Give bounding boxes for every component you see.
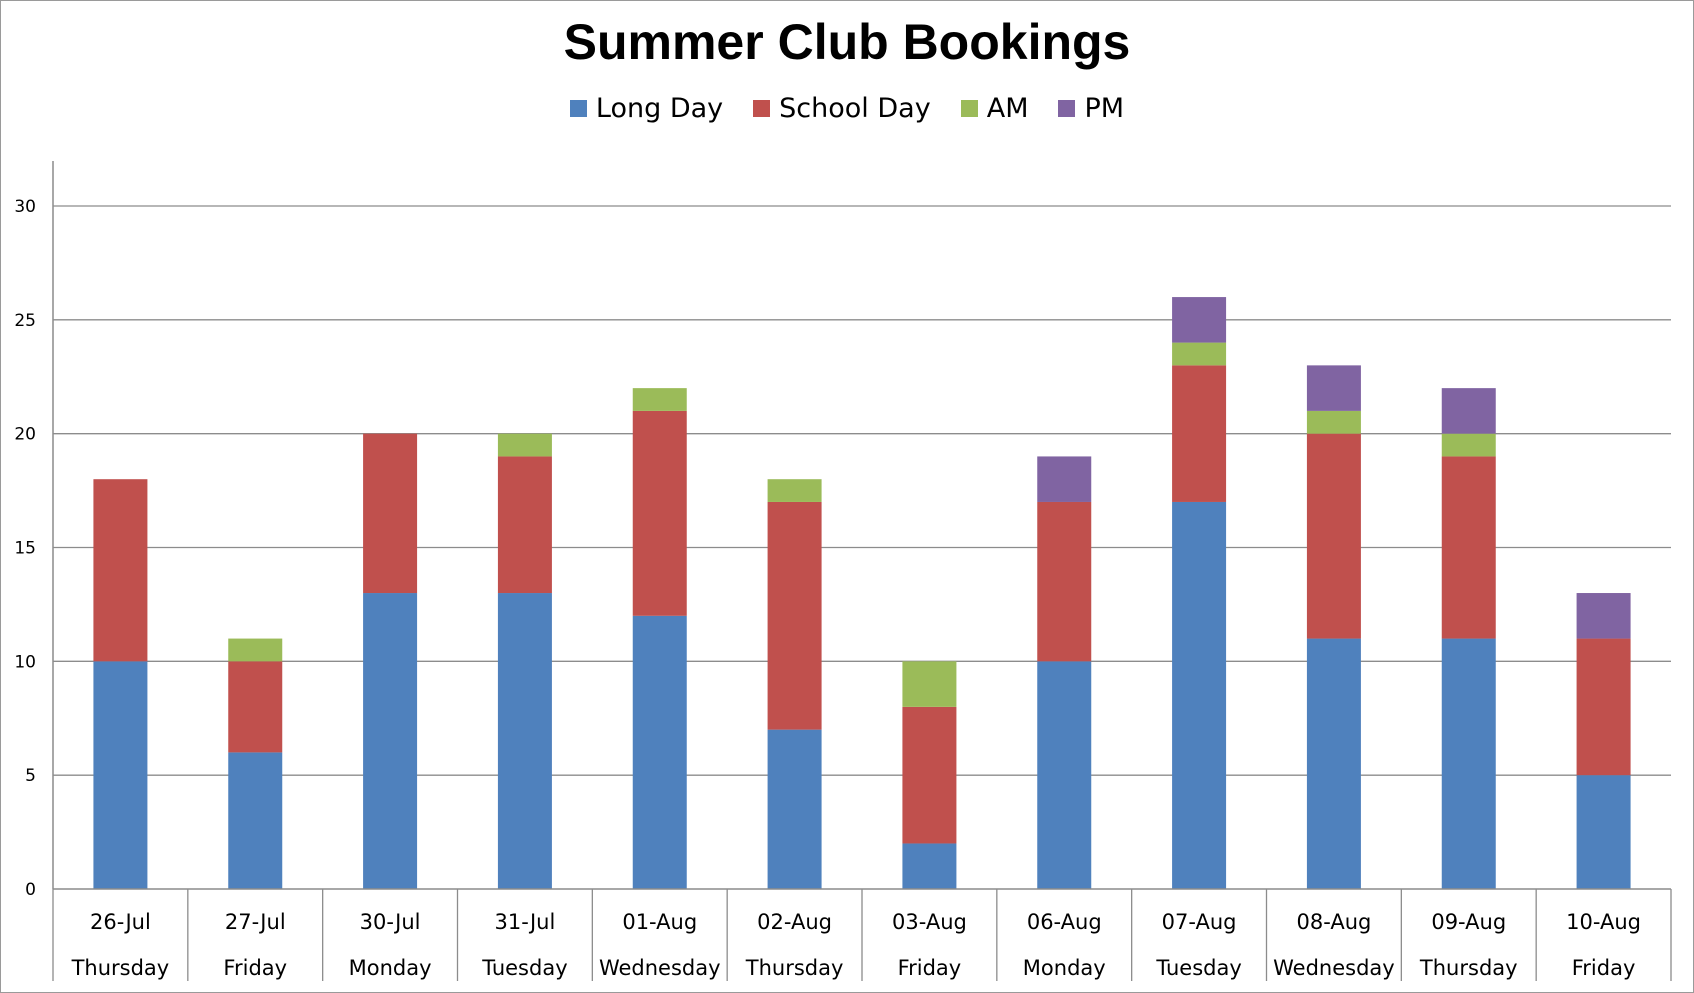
bar-segment: [902, 661, 957, 707]
x-tick-label-date: 27-Jul: [225, 910, 286, 934]
bar-segment: [767, 501, 822, 730]
legend-label: School Day: [779, 93, 931, 124]
bar-segment: [497, 593, 552, 889]
y-tick-label: 0: [25, 880, 36, 900]
bar-segment: [1576, 775, 1631, 889]
bar-segment: [1172, 342, 1227, 366]
x-tick-label-date: 31-Jul: [495, 910, 556, 934]
bar-segment: [1037, 456, 1092, 502]
bar-segment: [1172, 297, 1227, 343]
bar-segment: [632, 410, 687, 616]
x-tick-label-weekday: Friday: [223, 956, 287, 980]
bar-segment: [767, 479, 822, 502]
bar-segment: [228, 752, 283, 889]
bar-segment: [632, 388, 687, 411]
x-tick-label-date: 09-Aug: [1431, 910, 1506, 934]
bar-segment: [1306, 410, 1361, 434]
bar-segment: [497, 433, 552, 457]
bar-segment: [93, 661, 148, 889]
chart-title: Summer Club Bookings: [563, 14, 1131, 70]
bar-segment: [1172, 365, 1227, 502]
x-tick-label-date: 30-Jul: [360, 910, 421, 934]
y-tick-label: 15: [14, 539, 36, 559]
bar-segment: [1441, 638, 1496, 889]
bar-segment: [902, 706, 957, 844]
x-tick-label-weekday: Friday: [898, 956, 962, 980]
bar-segment: [632, 615, 687, 889]
bar-segment: [363, 593, 418, 889]
bar-segment: [1441, 456, 1496, 639]
x-tick-label-weekday: Tuesday: [481, 956, 567, 980]
legend-label: PM: [1084, 93, 1125, 124]
legend-entry: Long Day: [569, 93, 724, 124]
x-tick-label-weekday: Wednesday: [599, 956, 721, 980]
x-tick-label-date: 03-Aug: [892, 910, 967, 934]
x-tick-label-weekday: Monday: [1023, 956, 1106, 980]
chart-legend: Long Day School Day AM PM: [1, 93, 1693, 124]
legend-swatch: [1058, 100, 1076, 117]
bar-segment: [1306, 638, 1361, 889]
x-tick-label-weekday: Thursday: [71, 956, 170, 980]
bar-segment: [1441, 433, 1496, 457]
legend-entry: School Day: [753, 93, 931, 124]
legend-swatch: [960, 100, 978, 117]
bar-segment: [497, 456, 552, 594]
legend-label: Long Day: [595, 93, 724, 124]
y-tick-label: 30: [14, 197, 36, 217]
bar-segment: [93, 479, 148, 662]
x-tick-label-weekday: Friday: [1572, 956, 1636, 980]
legend-swatch: [569, 100, 587, 117]
legend-entry: PM: [1058, 93, 1124, 124]
legend-entry: AM: [960, 93, 1029, 124]
bar-segment: [228, 638, 283, 662]
x-tick-label-date: 06-Aug: [1027, 910, 1102, 934]
bar-segment: [767, 729, 822, 889]
x-tick-label-weekday: Wednesday: [1273, 956, 1395, 980]
x-tick-label-date: 01-Aug: [622, 910, 697, 934]
bar-segment: [1576, 593, 1631, 639]
bar-segment: [1037, 661, 1092, 889]
x-tick-label-weekday: Monday: [349, 956, 432, 980]
bar-segment: [228, 661, 283, 753]
bar-segment: [1037, 501, 1092, 662]
bar-segment: [1576, 638, 1631, 776]
bar-segment: [902, 843, 957, 889]
bar-segment: [1172, 501, 1227, 889]
bar-segment: [1306, 365, 1361, 411]
y-tick-label: 20: [14, 425, 36, 445]
x-tick-label-date: 02-Aug: [757, 910, 832, 934]
x-tick-label-date: 10-Aug: [1566, 910, 1641, 934]
x-tick-label-weekday: Thursday: [1419, 956, 1518, 980]
x-tick-label-weekday: Tuesday: [1155, 956, 1241, 980]
legend-label: AM: [986, 93, 1029, 124]
x-tick-label-weekday: Thursday: [745, 956, 844, 980]
x-tick-label-date: 08-Aug: [1296, 910, 1371, 934]
y-tick-label: 5: [25, 766, 36, 786]
bar-segment: [1441, 388, 1496, 434]
legend-swatch: [753, 100, 771, 117]
bar-segment: [363, 433, 418, 594]
y-tick-label: 10: [14, 652, 36, 672]
x-tick-label-date: 26-Jul: [90, 910, 151, 934]
x-tick-label-date: 07-Aug: [1162, 910, 1237, 934]
y-tick-label: 25: [14, 311, 36, 331]
bar-segment: [1306, 433, 1361, 639]
